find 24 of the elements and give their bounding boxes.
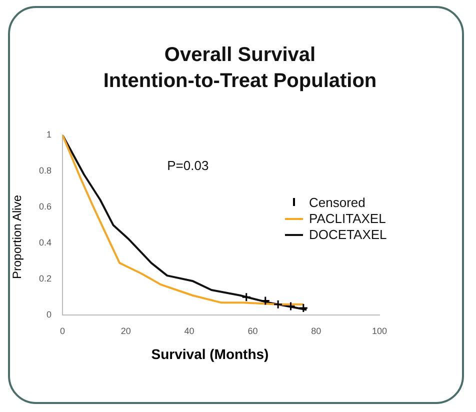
x-tick-label: 100 xyxy=(372,326,388,336)
point xyxy=(286,301,296,311)
y-tick-label: 0.8 xyxy=(38,166,52,176)
legend-label: Censored xyxy=(309,195,366,211)
point xyxy=(273,300,283,310)
y-tick-label: 0.6 xyxy=(38,202,52,212)
x-tick-label: 20 xyxy=(120,326,131,336)
y-axis-title: Proportion Alive xyxy=(10,194,24,282)
annotation: P=0.03 xyxy=(167,158,209,173)
y-tick-label: 1 xyxy=(46,129,52,140)
legend-label: DOCETAXEL xyxy=(309,227,387,243)
x-axis-title: Survival (Months) xyxy=(150,346,270,362)
y-tick-label: 0.2 xyxy=(38,274,52,284)
x-tick-label: 80 xyxy=(311,326,322,336)
x-tick-label: 40 xyxy=(184,326,194,336)
point xyxy=(298,303,308,313)
x-tick-label: 60 xyxy=(248,326,258,336)
point xyxy=(242,292,252,302)
point xyxy=(260,296,270,306)
legend-label: PACLITAXEL xyxy=(309,211,386,227)
y-tick-label: 0.4 xyxy=(38,238,52,248)
y-tick-label: 0 xyxy=(46,310,52,320)
chart-title: Overall Survival Intention-to-Treat Population xyxy=(102,43,378,94)
x-tick-label: 0 xyxy=(60,326,66,336)
